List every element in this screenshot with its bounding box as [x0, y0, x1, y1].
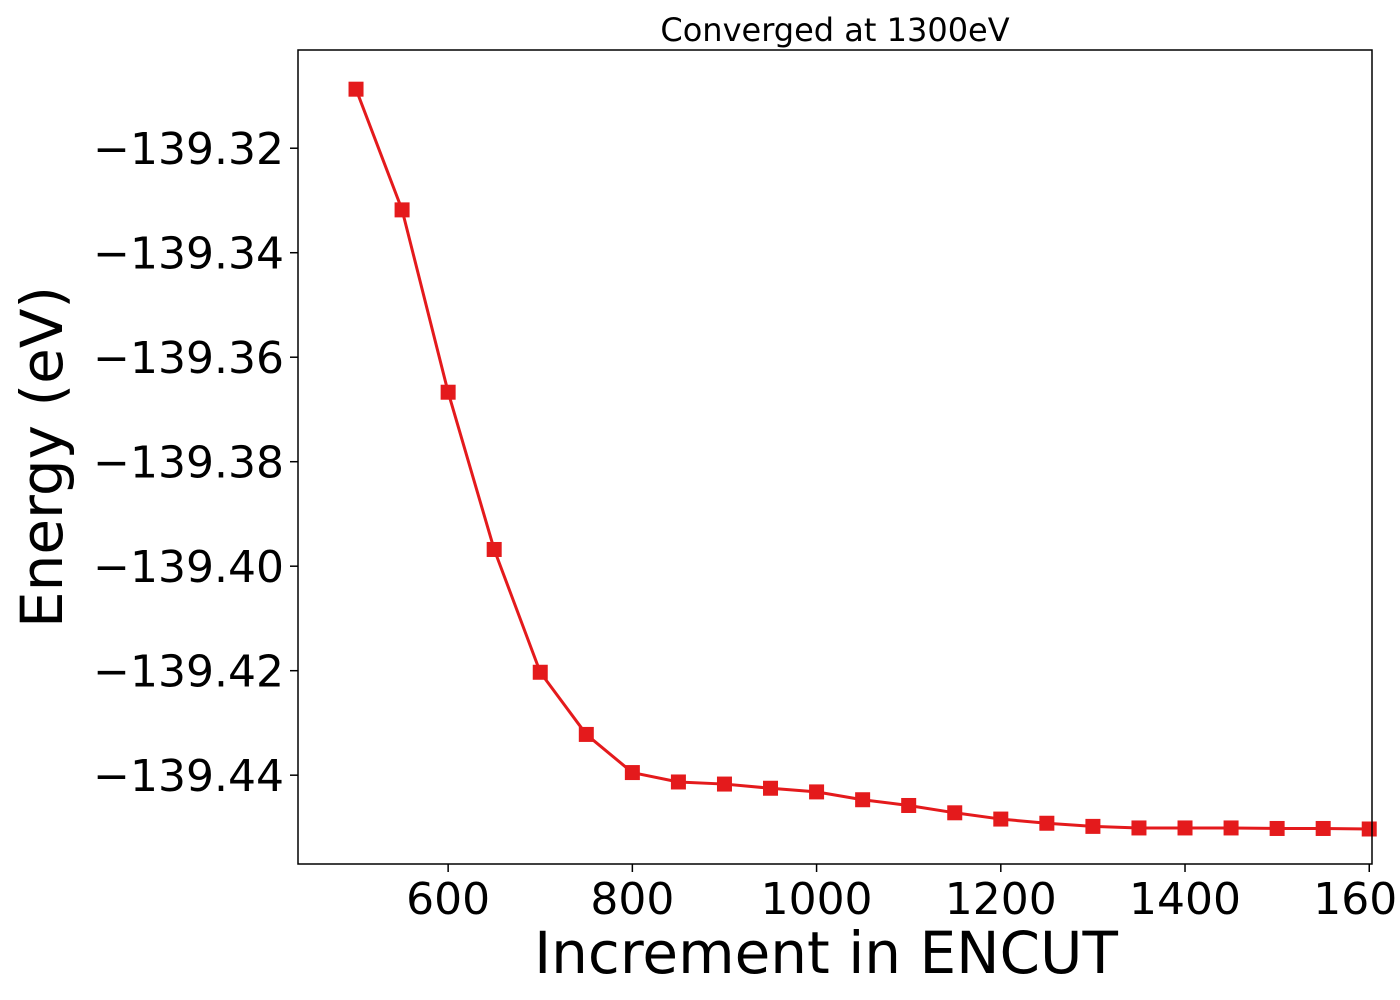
data-point-marker — [716, 776, 732, 792]
data-point-marker — [1315, 820, 1331, 836]
data-point-marker — [1085, 818, 1101, 834]
data-point-marker — [1039, 815, 1055, 831]
x-axis-label: Increment in ENCUT — [534, 919, 1118, 987]
data-point-marker — [1131, 820, 1147, 836]
data-point-marker — [947, 805, 963, 821]
data-point-marker — [532, 664, 548, 680]
data-point-marker — [348, 81, 364, 97]
y-tick-label: −139.34 — [93, 229, 284, 280]
chart-title: Converged at 1300eV — [660, 11, 1009, 49]
data-point-marker — [1269, 820, 1285, 836]
data-point-marker — [578, 726, 594, 742]
x-tick-label: 600 — [406, 874, 490, 925]
y-tick-label: −139.42 — [93, 647, 284, 698]
data-point-marker — [763, 780, 779, 796]
y-tick-label: −139.36 — [93, 333, 284, 384]
x-tick-label: 1600 — [1313, 874, 1400, 925]
data-point-marker — [993, 811, 1009, 827]
x-axis: 600 800 1000 1200 1400 1600 — [406, 864, 1400, 925]
x-tick-label: 1400 — [1129, 874, 1241, 925]
x-tick-label: 800 — [590, 874, 674, 925]
y-tick-label: −139.38 — [93, 438, 284, 489]
data-point-marker — [486, 541, 502, 557]
y-tick-label: −139.32 — [93, 124, 284, 175]
y-axis: −139.32 −139.34 −139.36 −139.38 −139.40 −139.… — [93, 124, 298, 802]
data-point-marker — [670, 774, 686, 790]
y-tick-label: −139.44 — [93, 751, 284, 802]
data-point-marker — [901, 797, 917, 813]
data-point-marker — [1223, 820, 1239, 836]
data-point-marker — [855, 792, 871, 808]
data-point-marker — [809, 784, 825, 800]
x-tick-label: 1000 — [761, 874, 873, 925]
plot-area — [348, 81, 1377, 837]
data-point-marker — [1361, 821, 1377, 837]
y-axis-label: Energy (eV) — [8, 286, 76, 628]
axes-frame — [297, 49, 1373, 865]
x-tick-label: 1200 — [945, 874, 1057, 925]
series-line — [354, 88, 1370, 831]
data-point-marker — [394, 202, 410, 218]
data-point-marker — [440, 384, 456, 400]
data-point-marker — [624, 765, 640, 781]
y-tick-label: −139.40 — [93, 542, 284, 593]
data-point-marker — [1177, 820, 1193, 836]
